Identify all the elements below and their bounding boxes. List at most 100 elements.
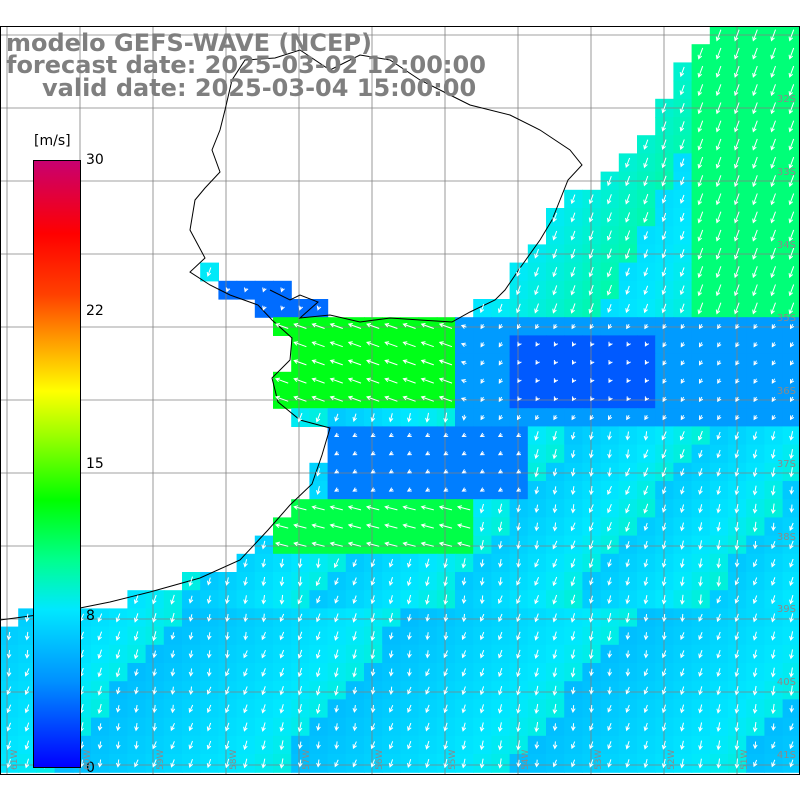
wind-arrow <box>498 595 503 604</box>
wind-arrow <box>607 540 612 551</box>
wind-arrow <box>789 685 794 696</box>
wind-arrow <box>697 211 704 224</box>
wind-arrow <box>715 102 722 115</box>
wind-arrow <box>697 84 704 97</box>
wind-arrow <box>366 341 380 348</box>
wind-arrow <box>97 631 103 641</box>
wind-arrow <box>311 505 325 511</box>
wind-arrow <box>534 558 540 568</box>
wind-arrow <box>370 613 376 623</box>
wind-arrow <box>297 631 303 641</box>
wind-arrow <box>425 412 430 423</box>
wind-arrow <box>152 650 157 659</box>
wind-arrow <box>698 450 703 459</box>
wind-arrow <box>734 449 740 459</box>
wind-arrow <box>771 522 776 532</box>
wind-arrow <box>716 686 721 696</box>
wind-arrow <box>606 266 612 278</box>
wind-arrow <box>589 759 594 768</box>
wind-arrow <box>570 303 576 314</box>
wind-arrow <box>115 723 121 732</box>
wind-arrow <box>334 759 339 768</box>
wind-arrow <box>552 230 558 241</box>
wind-arrow <box>589 467 594 477</box>
wind-arrow <box>402 377 416 384</box>
wind-arrow <box>97 703 103 715</box>
wind-arrow <box>643 485 649 496</box>
wind-arrow <box>662 323 667 330</box>
wind-arrow <box>498 378 503 384</box>
wind-arrow <box>752 503 758 514</box>
wind-arrow <box>770 284 776 297</box>
wind-arrow <box>680 613 685 623</box>
wind-arrow <box>607 304 612 313</box>
wind-arrow <box>316 558 321 569</box>
wind-arrow <box>788 138 795 151</box>
wind-arrow <box>388 450 394 456</box>
wind-arrow <box>534 249 539 259</box>
wind-arrow <box>170 704 176 714</box>
wind-arrow <box>734 266 740 279</box>
wind-arrow <box>770 29 776 42</box>
wind-arrow <box>771 613 776 623</box>
wind-arrow <box>552 649 558 660</box>
wind-arrow <box>571 323 576 330</box>
wind-arrow <box>643 522 649 531</box>
wind-arrow <box>388 469 394 474</box>
wind-arrow <box>206 267 212 277</box>
wind-arrow <box>771 577 776 586</box>
wind-arrow <box>662 378 667 384</box>
lat-label: 33S <box>776 167 796 178</box>
wind-arrow <box>715 211 722 224</box>
wind-arrow <box>262 287 267 293</box>
wind-arrow <box>279 631 285 641</box>
wind-arrow <box>279 740 285 751</box>
wind-arrow <box>644 396 650 402</box>
wind-arrow <box>752 467 758 478</box>
wind-arrow <box>788 120 795 133</box>
wind-arrow <box>97 759 103 768</box>
wind-arrow <box>716 704 721 714</box>
wind-arrow <box>698 468 703 477</box>
wind-arrow <box>6 740 12 750</box>
wind-arrow <box>438 341 453 348</box>
wind-arrow <box>734 613 740 623</box>
wind-arrow <box>134 759 139 768</box>
wind-arrow <box>588 540 594 550</box>
wind-arrow <box>552 576 558 587</box>
wind-arrow <box>752 577 758 586</box>
wind-arrow <box>407 614 412 622</box>
wind-arrow <box>552 468 558 477</box>
wind-arrow <box>461 469 467 474</box>
wind-arrow <box>716 540 721 551</box>
wind-arrow <box>516 450 522 456</box>
wind-arrow <box>329 377 343 384</box>
wind-arrow <box>788 247 795 260</box>
wind-arrow <box>456 505 471 511</box>
wind-arrow <box>535 396 540 402</box>
wind-arrow <box>588 303 594 314</box>
wind-arrow <box>680 740 685 751</box>
wind-arrow <box>571 359 577 365</box>
wind-arrow <box>698 740 703 751</box>
wind-arrow <box>552 448 558 460</box>
wind-arrow <box>329 341 343 348</box>
wind-arrow <box>606 248 612 260</box>
wind-arrow <box>789 522 794 531</box>
wind-arrow <box>480 360 485 366</box>
wind-arrow <box>770 302 776 315</box>
lat-label: 35S <box>776 313 796 324</box>
wind-arrow <box>552 486 558 495</box>
wind-arrow <box>789 759 794 768</box>
wind-arrow <box>625 248 631 260</box>
wind-arrow <box>6 722 12 732</box>
wind-arrow <box>261 740 266 751</box>
wind-arrow <box>443 686 448 695</box>
wind-arrow <box>771 541 776 550</box>
wind-arrow <box>225 740 230 750</box>
wind-arrow <box>680 468 685 477</box>
wind-arrow <box>388 577 394 586</box>
wind-arrow <box>570 431 576 441</box>
wind-arrow <box>606 194 612 205</box>
wind-arrow <box>384 523 398 529</box>
